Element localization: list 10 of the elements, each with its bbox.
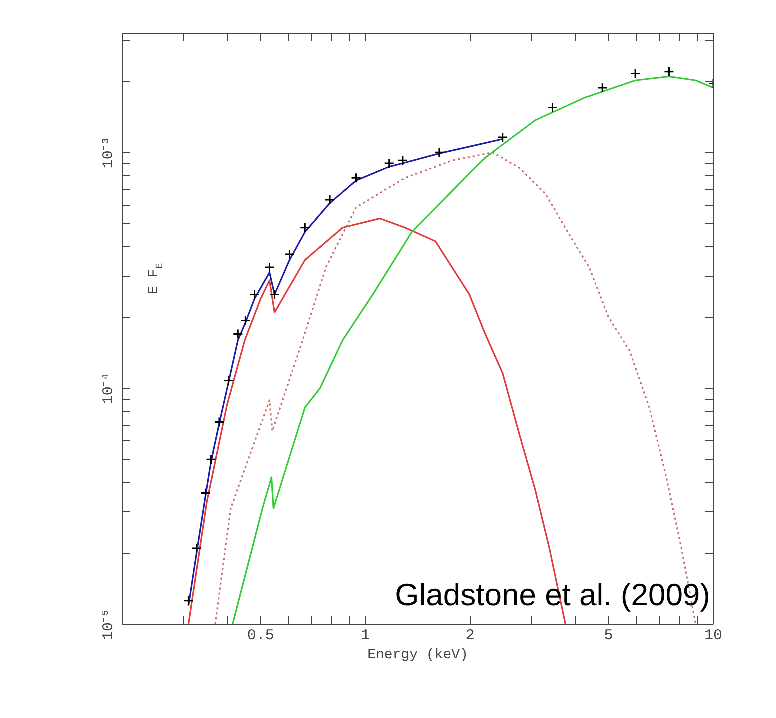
y-tick-label: 10⁻⁵ — [100, 608, 118, 640]
x-tick-label: 0.5 — [247, 628, 274, 644]
x-tick-label: 1 — [361, 628, 370, 644]
y-tick-label: 10⁻⁴ — [100, 372, 118, 405]
y-tick-label: 10⁻³ — [100, 136, 118, 169]
x-tick-label: 2 — [466, 628, 475, 644]
y-axis-title: E FE — [146, 263, 166, 294]
x-tick-label: 10 — [704, 628, 723, 644]
x-tick-label: 5 — [604, 628, 614, 644]
x-axis-title: Energy (keV) — [368, 648, 468, 664]
